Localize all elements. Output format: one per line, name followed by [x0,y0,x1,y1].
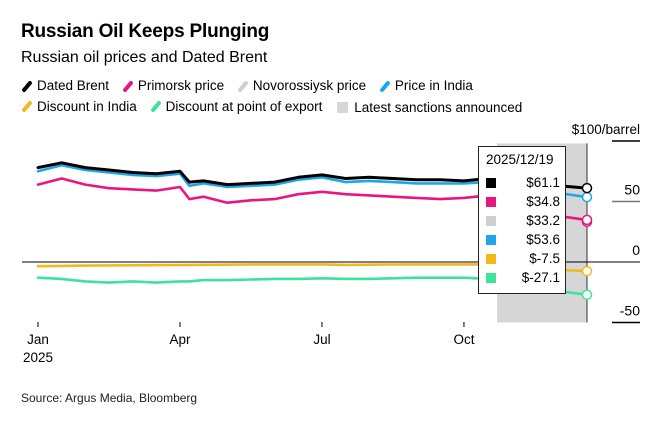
y-tick-label: $100/barrel [572,122,640,137]
tooltip-row: $33.2 [486,213,560,230]
legend-item-discount-india[interactable]: Discount in India [21,98,137,116]
legend-item-sanctions[interactable]: Latest sanctions announced [335,99,522,117]
tooltip-row: $53.6 [486,232,560,249]
legend-item-dated-brent[interactable]: Dated Brent [21,77,109,95]
legend-label: Price in India [394,78,473,93]
legend-item-novorossiysk[interactable]: Novorossiysk price [237,77,366,95]
chart-subtitle: Russian oil prices and Dated Brent [21,49,268,66]
legend-label: Dated Brent [37,78,110,93]
x-tick-label: 2025 [23,350,53,365]
legend-swatch [337,102,349,113]
legend-label: Primorsk price [137,78,225,93]
tooltip-value: $61.1 [526,175,560,190]
source-note: Source: Argus Media, Bloomberg [21,391,198,405]
tooltip-row: $-7.5 [486,251,560,268]
tooltip-swatch [486,216,496,226]
x-tick-label: Jan [27,332,49,347]
legend-label: Discount at point of export [165,98,323,114]
tooltip-row: $34.8 [486,194,560,211]
legend-item-primorsk[interactable]: Primorsk price [122,77,224,95]
legend-label: Novorossiysk price [252,78,367,93]
series-endpoint-marker [581,265,593,277]
tooltip-row: $61.1 [486,175,560,192]
chart-title: Russian Oil Keeps Plunging [21,21,270,42]
tooltip-value: $34.8 [526,194,560,209]
tooltip-swatch [486,254,496,264]
tooltip-row: $-27.1 [486,270,560,287]
legend-item-price-india[interactable]: Price in India [379,77,473,95]
tooltip-value: $53.6 [526,232,560,247]
y-tick-label: 50 [624,182,640,198]
y-tick-label: 0 [632,242,640,258]
legend-item-discount-export[interactable]: Discount at point of export [149,98,323,116]
tooltip-value: $33.2 [526,213,560,228]
legend: Dated Brent Primorsk price Novorossiysk … [21,77,641,118]
tooltip-date: 2025/12/19 [486,152,554,167]
series-endpoint-marker [581,214,593,226]
y-tick-label: -50 [620,303,640,319]
x-tick-label: Apr [169,332,191,347]
series-endpoint-marker [581,289,593,301]
tooltip-value: $-27.1 [521,270,560,285]
tooltip-swatch [486,235,496,245]
legend-label: Discount in India [37,98,137,114]
tooltip-value: $-7.5 [529,251,560,266]
tooltip-swatch [486,273,496,283]
series-endpoint-marker [581,191,593,203]
series-endpoint-marker [581,182,593,194]
x-tick-label: Jul [313,332,330,347]
tooltip-swatch [486,197,496,207]
legend-label: Latest sanctions announced [354,99,523,115]
hover-tooltip: 2025/12/19 $61.1 $34.8 $33.2 $53.6 $-7.5… [478,146,566,294]
tooltip-swatch [486,178,496,188]
x-tick-label: Oct [453,332,474,347]
